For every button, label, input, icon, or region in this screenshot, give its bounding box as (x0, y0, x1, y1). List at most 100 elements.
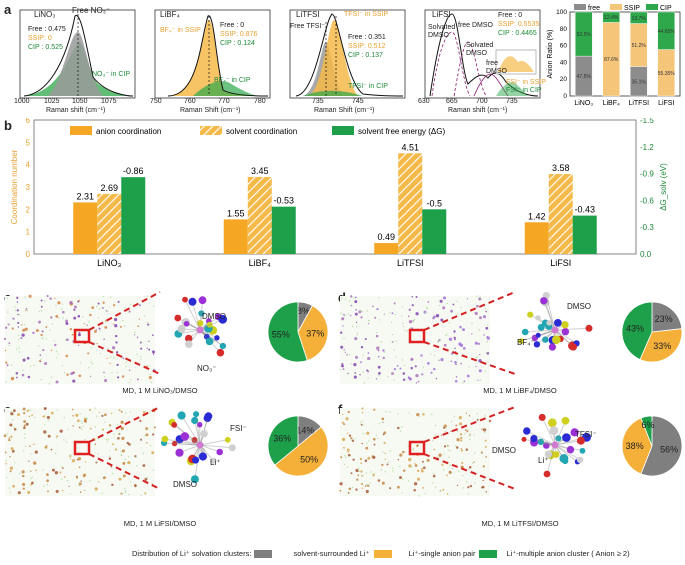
md-atom-dot (12, 317, 15, 320)
md-atom-dot (367, 352, 370, 354)
md-solvent-dot (361, 311, 364, 313)
coordination-chart: 0 1 2 3 4 5 6 0.0 -0.3 -0.6 -0.9 -1.2 -1.5 Coordinati… (10, 118, 668, 268)
md-atom-dot (35, 329, 39, 332)
md-f-label-dmso: DMSO (492, 446, 516, 455)
md-solvent-dot (358, 470, 360, 472)
md-atom-dot (421, 460, 424, 463)
md-solvent-dot (61, 466, 63, 468)
spectrum-4-title: LiFSI (432, 10, 451, 19)
md-atom-dot (484, 445, 487, 448)
md-atom-dot (65, 319, 69, 323)
md-solvent-dot (146, 428, 148, 430)
md-atom-dot (414, 463, 416, 465)
md-atom-dot (412, 319, 414, 322)
md-atom-dot (391, 372, 394, 375)
md-solvent-dot (431, 316, 434, 319)
md-atom-dot (78, 457, 82, 460)
md-atom-dot (360, 346, 364, 349)
md-atom-dot (23, 426, 26, 430)
md-atom-dot (28, 294, 32, 298)
md-atom-dot (393, 302, 396, 305)
md-solvent-dot (149, 365, 151, 367)
md-atom-dot (346, 432, 349, 435)
pie-label-f-0: 56% (660, 444, 678, 454)
md-solvent-dot (344, 314, 346, 317)
spectrum-2-xlabel: Raman Shift (cm⁻¹) (180, 107, 241, 114)
md-atom-dot (361, 412, 364, 414)
md-atom-dot (22, 328, 26, 332)
md-solvent-dot (23, 323, 26, 326)
md-atom (182, 296, 188, 303)
md-atom-dot (145, 433, 149, 437)
md-solvent-dot (153, 305, 155, 307)
md-solvent-dot (88, 321, 90, 323)
md-atom-dot (152, 353, 155, 355)
md-solvent-dot (462, 487, 464, 489)
md-solvent-dot (486, 340, 488, 343)
md-atom (569, 343, 577, 351)
md-atom-dot (475, 365, 477, 368)
md-solvent-dot (377, 437, 379, 440)
md-solvent-dot (146, 295, 149, 297)
coord-bar-solvent-1 (247, 176, 272, 254)
md-atom-dot (69, 328, 73, 331)
pie-slice-d-2 (621, 301, 653, 361)
md-solvent-dot (475, 357, 477, 359)
pie-slice-d-0 (651, 301, 683, 333)
spectrum-3-title: LiTFSI (296, 10, 320, 19)
md-atom-dot (102, 476, 106, 480)
md-solvent-dot (135, 456, 137, 458)
md-solvent-dot (104, 421, 106, 423)
md-atom-dot (474, 311, 478, 316)
md-atom-dot (365, 446, 369, 450)
md-solvent-dot (356, 334, 358, 336)
md-bond (526, 430, 556, 446)
md-atom-dot (40, 299, 43, 302)
md-solvent-dot (341, 297, 343, 300)
md-solvent-dot (363, 382, 365, 384)
md-atom-dot (439, 490, 442, 492)
md-solvent-dot (368, 319, 370, 322)
md-atom-dot (426, 458, 430, 462)
spectrum-3-ssip-label: TFSI⁻ in SSIP (344, 11, 389, 18)
md-atom-dot (448, 337, 453, 341)
md-atom-dot (118, 477, 122, 481)
coord-xtick-3: LiFSI (550, 258, 571, 268)
md-atom-dot (59, 429, 63, 433)
md-bond (536, 329, 556, 345)
md-atom-dot (65, 322, 69, 325)
coord-ytick-1: 1 (26, 228, 31, 237)
md-atom-dot (480, 451, 483, 454)
md-solvent-dot (8, 487, 11, 489)
md-atom-dot (28, 460, 30, 462)
md-atom-dot (54, 471, 59, 475)
spectrum-4-free: Free : 0 (498, 12, 523, 19)
md-solvent-dot (412, 321, 414, 323)
md-atom (177, 324, 186, 333)
md-atom-dot (16, 301, 19, 303)
coord-bar-anion-0 (73, 202, 98, 254)
md-solvent-dot (356, 338, 358, 340)
md-solvent-dot (449, 450, 451, 452)
md-atom-dot (10, 412, 14, 416)
md-atom-dot (50, 349, 53, 351)
md-atom-dot (466, 298, 469, 300)
spectrum-3-tick-1: 745 (352, 98, 364, 105)
md-solvent-dot (56, 409, 59, 411)
md-atom-dot (55, 380, 59, 384)
md-solvent-dot (124, 490, 127, 492)
spectrum-4-tick-0: 630 (418, 98, 430, 105)
md-solvent-dot (347, 313, 350, 315)
md-atom-dot (117, 376, 120, 379)
md-atom-dot (367, 322, 370, 325)
ratio-bar-cip-1 (602, 11, 620, 23)
md-atom-dot (367, 456, 371, 460)
md-solvent-dot (34, 416, 36, 419)
md-solvent-dot (152, 469, 154, 471)
md-atom-dot (381, 463, 384, 467)
md-box-f: 56% 38% 6% (339, 406, 683, 497)
spectrum-4-solvated: Solvated DMSO (428, 24, 456, 39)
md-atom-dot (469, 484, 473, 488)
md-atom (214, 335, 220, 341)
ratio-legend-ssip: SSIP (624, 5, 640, 12)
